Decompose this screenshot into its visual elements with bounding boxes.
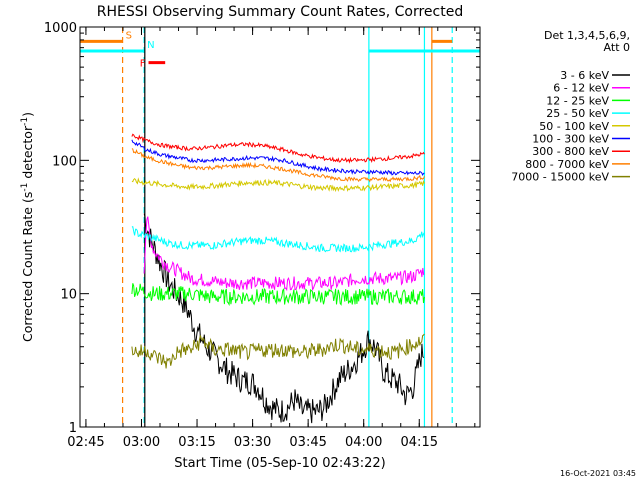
- date-stamp: 16-Oct-2021 03:45: [560, 469, 636, 478]
- legend-label-2: 6 - 12 keV: [553, 82, 609, 95]
- plot-area: S NF: [80, 27, 480, 427]
- y-axis-label: Corrected Count Rate (s-1 detector-1): [20, 112, 35, 342]
- x-tick-label-7: 04:15: [401, 435, 438, 450]
- legend-label-9: 7000 - 15000 keV: [511, 171, 609, 184]
- series-line-6: [131, 139, 425, 176]
- series-line-9: [131, 333, 425, 369]
- x-tick-label-5: 03:45: [289, 435, 326, 450]
- y-tick-label-2: 10: [60, 288, 77, 303]
- series-line-3: [131, 283, 425, 307]
- legend-label-4: 25 - 50 keV: [546, 107, 609, 120]
- legend-header-line-1: Det 1,3,4,5,6,9,: [544, 29, 630, 42]
- x-tick-label-3: 03:15: [178, 435, 215, 450]
- legend-label-8: 800 - 7000 keV: [525, 158, 609, 171]
- series-line-7: [131, 133, 425, 164]
- x-axis: 02:45 03:00 03:15 03:30 03:45 04:00 04:15: [67, 27, 476, 450]
- legend-label-7: 300 - 800 keV: [532, 145, 609, 158]
- legend-label-1: 3 - 6 keV: [560, 69, 609, 82]
- series-line-4: [131, 226, 425, 253]
- y-axis: 1 10 100 1000: [44, 21, 480, 436]
- legend-label-6: 100 - 300 keV: [532, 133, 609, 146]
- legend-label-3: 12 - 25 keV: [546, 94, 609, 107]
- flag-label-n: N: [147, 40, 154, 51]
- flag-label-f: F: [140, 59, 146, 70]
- x-tick-label-1: 02:45: [67, 435, 104, 450]
- plot-frame: [79, 26, 481, 428]
- x-tick-label-6: 04:00: [345, 435, 382, 450]
- flag-label-s: S: [126, 30, 132, 41]
- series-line-1: [143, 213, 425, 424]
- series-line-2: [143, 216, 425, 292]
- legend-header-line-2: Att 0: [604, 41, 630, 54]
- chart-title: RHESSI Observing Summary Count Rates, Co…: [97, 4, 463, 20]
- series-line-8: [131, 148, 425, 183]
- y-tick-label-4: 1000: [44, 21, 77, 36]
- y-tick-label-1: 1: [69, 421, 77, 436]
- legend-label-5: 50 - 100 keV: [539, 120, 609, 133]
- x-tick-label-4: 03:30: [234, 435, 271, 450]
- y-tick-label-3: 100: [52, 154, 77, 169]
- series-line-5: [131, 177, 425, 193]
- x-tick-label-2: 03:00: [123, 435, 160, 450]
- x-axis-label: Start Time (05-Sep-10 02:43:22): [174, 456, 385, 471]
